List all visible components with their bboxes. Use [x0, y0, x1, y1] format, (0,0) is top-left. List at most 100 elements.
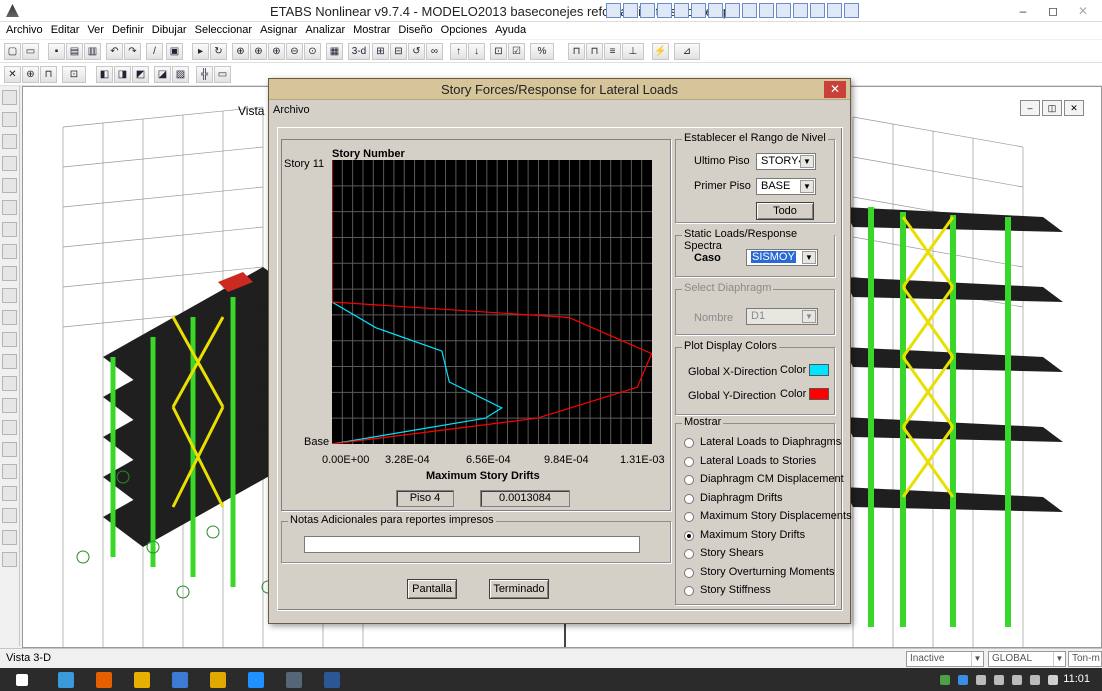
menu-archivo[interactable]: Archivo — [6, 24, 43, 36]
menu-ayuda[interactable]: Ayuda — [495, 24, 527, 36]
tray-icon[interactable] — [940, 675, 950, 685]
draw-dimension-icon[interactable] — [2, 376, 17, 391]
draw-wall-icon[interactable] — [2, 200, 17, 215]
redo-icon[interactable]: ↷ — [124, 43, 141, 60]
new-file-icon[interactable]: ▢ — [4, 43, 21, 60]
radio-option[interactable] — [684, 530, 694, 541]
radio-option[interactable] — [684, 567, 694, 578]
pan-icon[interactable]: ⊙ — [304, 43, 321, 60]
radio-option-label[interactable]: Story Overturning Moments — [700, 565, 835, 578]
select-all-icon[interactable]: ✕ — [4, 66, 21, 83]
minimize-button[interactable]: – — [1019, 4, 1027, 18]
menu-mostrar[interactable]: Mostrar — [353, 24, 391, 36]
view-3d-button[interactable]: 3-d — [348, 43, 370, 60]
x-color-swatch[interactable] — [809, 364, 829, 376]
radio-option-label[interactable]: Story Shears — [700, 547, 764, 559]
zoom-window-icon[interactable]: ⊕ — [232, 43, 249, 60]
zoom-in-icon[interactable]: ⊕ — [268, 43, 285, 60]
draw-area-icon[interactable] — [2, 266, 17, 281]
object-shrink-icon[interactable]: ⊡ — [490, 43, 507, 60]
menu-dibujar[interactable]: Dibujar — [151, 24, 187, 36]
frame-section-icon[interactable]: ⊓ — [568, 43, 585, 60]
dialog-close-button[interactable]: ✕ — [824, 81, 846, 98]
skype-icon[interactable] — [248, 672, 264, 688]
select-pointer-icon[interactable]: ⊕ — [22, 66, 39, 83]
display-percent-icon[interactable]: % — [530, 43, 554, 60]
store-icon[interactable] — [172, 672, 188, 688]
title-tool-icon[interactable] — [691, 3, 706, 18]
view-3d-window-icon[interactable]: ▦ — [326, 43, 343, 60]
title-tool-icon[interactable] — [640, 3, 655, 18]
menu-analizar[interactable]: Analizar — [305, 24, 346, 36]
save-icon[interactable]: ▪ — [48, 43, 65, 60]
todo-button[interactable]: Todo — [756, 202, 814, 220]
terminado-button[interactable]: Terminado — [489, 579, 549, 599]
draw-line-icon[interactable] — [2, 134, 17, 149]
case-select[interactable]: SISMOY ▼ — [746, 249, 818, 266]
print-icon[interactable]: ▤ — [66, 43, 83, 60]
title-tool-icon[interactable] — [674, 3, 689, 18]
bottom-story-select[interactable]: BASE ▼ — [756, 178, 816, 195]
mdi-restore-button[interactable]: ◫ — [1042, 100, 1062, 116]
title-tool-icon[interactable] — [776, 3, 791, 18]
title-tool-icon[interactable] — [827, 3, 842, 18]
title-tool-icon[interactable] — [606, 3, 621, 18]
show-areas-icon[interactable]: ◩ — [132, 66, 149, 83]
select-previous-icon[interactable] — [2, 420, 17, 435]
menu-editar[interactable]: Editar — [50, 24, 80, 36]
top-story-select[interactable]: STORY4 ▼ — [756, 153, 816, 170]
title-tool-icon[interactable] — [810, 3, 825, 18]
elevation-view-icon[interactable]: ⊟ — [390, 43, 407, 60]
edge-icon[interactable] — [58, 672, 74, 688]
run-analysis-icon[interactable]: ▸ — [192, 43, 209, 60]
snap-icon[interactable]: ⊡ — [62, 66, 86, 83]
network-icon[interactable] — [994, 675, 1004, 685]
refresh-icon[interactable]: ↻ — [210, 43, 227, 60]
radio-option-label[interactable]: Maximum Story Displacements — [700, 510, 852, 522]
pointer-icon[interactable] — [2, 90, 17, 105]
radio-option-label[interactable]: Lateral Loads to Diaphragms — [700, 436, 842, 448]
open-folder-icon[interactable]: ▭ — [22, 43, 39, 60]
move-up-icon[interactable]: ↑ — [450, 43, 467, 60]
show-deformed-icon[interactable]: ⊿ — [674, 43, 700, 60]
edit-icon[interactable]: / — [146, 43, 163, 60]
notes-input[interactable] — [304, 536, 640, 553]
set-display-icon[interactable]: ☑ — [508, 43, 525, 60]
assign-icon[interactable]: ≡ — [604, 43, 621, 60]
menu-asignar[interactable]: Asignar — [260, 24, 298, 36]
show-axes-icon[interactable]: ▭ — [214, 66, 231, 83]
undo-icon[interactable]: ↶ — [106, 43, 123, 60]
tray-icon[interactable] — [958, 675, 968, 685]
mdi-close-button[interactable]: ✕ — [1064, 100, 1084, 116]
snap-perpendicular-icon[interactable] — [2, 552, 17, 567]
radio-option-label[interactable]: Story Stiffness — [700, 584, 771, 596]
file-explorer-icon[interactable] — [210, 672, 226, 688]
word-icon[interactable] — [324, 672, 340, 688]
units-select[interactable]: Ton-m — [1068, 651, 1102, 667]
draw-brace-icon[interactable] — [2, 156, 17, 171]
section-designer-icon[interactable]: ⊓ — [586, 43, 603, 60]
dialog-menu-archivo[interactable]: Archivo — [273, 104, 310, 116]
radio-option[interactable] — [684, 549, 694, 559]
etabs-taskbar-icon[interactable] — [286, 672, 302, 688]
maximize-button[interactable]: ◻ — [1048, 4, 1058, 18]
mdi-minimize-button[interactable]: – — [1020, 100, 1040, 116]
chrome-icon[interactable] — [134, 672, 150, 688]
show-tendons-icon[interactable]: ▨ — [172, 66, 189, 83]
lock-icon[interactable]: ▣ — [166, 43, 183, 60]
radio-option-label[interactable]: Diaphragm CM Displacement — [700, 473, 844, 485]
snap-end-icon[interactable] — [2, 508, 17, 523]
draw-line-h-icon[interactable] — [2, 310, 17, 325]
draw-rect-icon[interactable] — [2, 288, 17, 303]
signal-icon[interactable] — [1030, 675, 1040, 685]
keyboard-icon[interactable] — [1048, 675, 1058, 685]
close-button[interactable]: ✕ — [1077, 4, 1089, 18]
draw-cross-brace-icon[interactable] — [2, 222, 17, 237]
snap-point-icon[interactable] — [2, 486, 17, 501]
radio-option[interactable] — [684, 586, 694, 596]
title-tool-icon[interactable] — [623, 3, 638, 18]
title-tool-icon[interactable] — [725, 3, 740, 18]
grid-toggle-icon[interactable] — [2, 464, 17, 479]
plan-view-icon[interactable]: ⊞ — [372, 43, 389, 60]
snap-intersect-icon[interactable] — [2, 530, 17, 545]
